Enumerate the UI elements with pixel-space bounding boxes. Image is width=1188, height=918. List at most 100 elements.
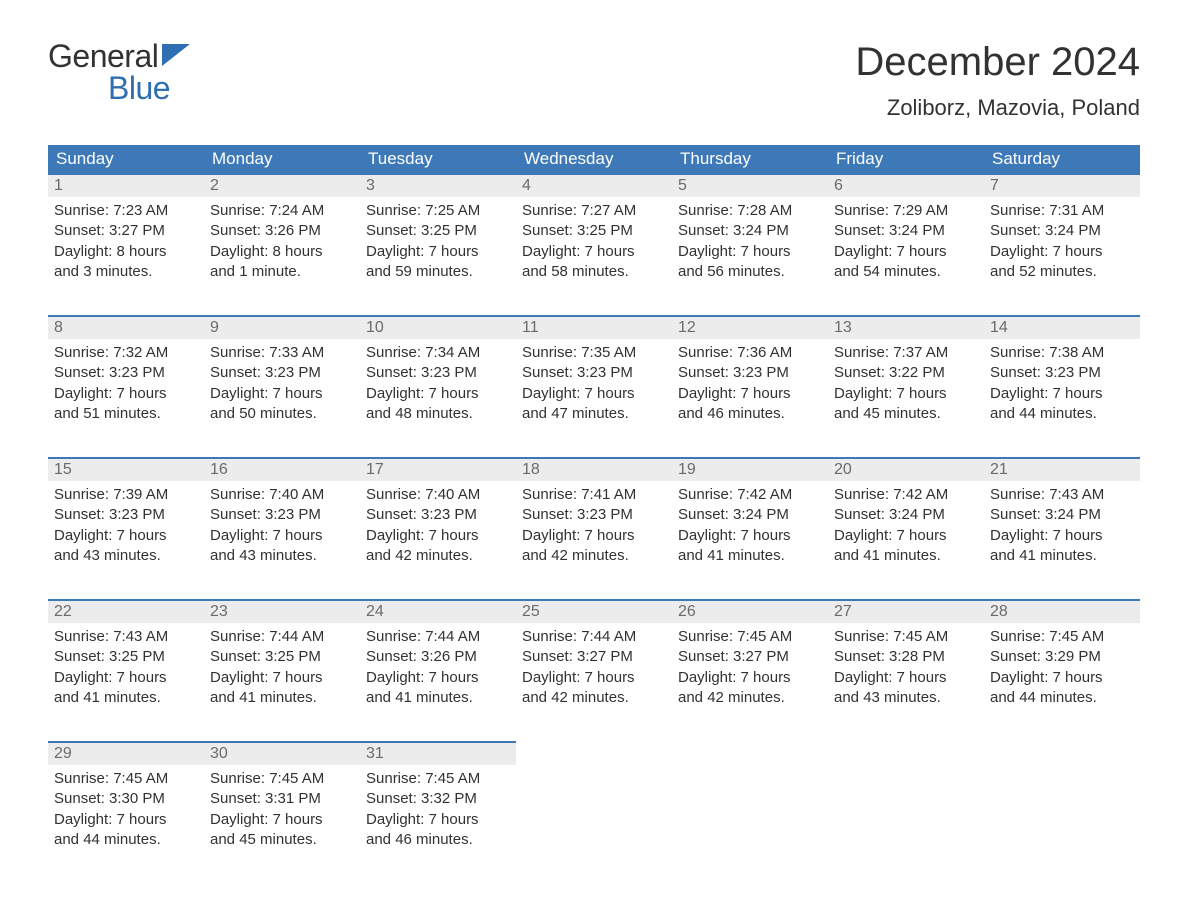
sunset-text: Sunset: 3:25 PM <box>522 221 666 241</box>
sunset-text: Sunset: 3:24 PM <box>834 505 978 525</box>
calendar-content-row: Sunrise: 7:39 AMSunset: 3:23 PMDaylight:… <box>48 481 1140 572</box>
daylight-text-line1: Daylight: 7 hours <box>54 526 198 546</box>
daylight-text-line2: and 1 minute. <box>210 262 354 282</box>
calendar-day-number: 29 <box>48 742 204 765</box>
sunrise-text: Sunrise: 7:43 AM <box>990 485 1134 505</box>
sunset-text: Sunset: 3:24 PM <box>990 505 1134 525</box>
daylight-text-line2: and 3 minutes. <box>54 262 198 282</box>
sunrise-text: Sunrise: 7:41 AM <box>522 485 666 505</box>
sunrise-text: Sunrise: 7:29 AM <box>834 201 978 221</box>
daylight-text-line2: and 43 minutes. <box>834 688 978 708</box>
sunrise-text: Sunrise: 7:24 AM <box>210 201 354 221</box>
calendar-day-header: Thursday <box>672 145 828 174</box>
sunset-text: Sunset: 3:23 PM <box>366 505 510 525</box>
daylight-text-line1: Daylight: 7 hours <box>834 384 978 404</box>
sunset-text: Sunset: 3:23 PM <box>522 505 666 525</box>
calendar-day-cell: Sunrise: 7:36 AMSunset: 3:23 PMDaylight:… <box>672 339 828 430</box>
calendar-content-row: Sunrise: 7:23 AMSunset: 3:27 PMDaylight:… <box>48 197 1140 288</box>
daylight-text-line2: and 41 minutes. <box>366 688 510 708</box>
daylight-text-line1: Daylight: 7 hours <box>834 526 978 546</box>
sunset-text: Sunset: 3:23 PM <box>522 363 666 383</box>
daylight-text-line1: Daylight: 8 hours <box>54 242 198 262</box>
calendar-day-number: 30 <box>204 742 360 765</box>
daylight-text-line2: and 42 minutes. <box>678 688 822 708</box>
calendar-day-number: 22 <box>48 600 204 623</box>
sunrise-text: Sunrise: 7:45 AM <box>834 627 978 647</box>
calendar-day-cell: Sunrise: 7:42 AMSunset: 3:24 PMDaylight:… <box>672 481 828 572</box>
calendar-day-number: 18 <box>516 458 672 481</box>
sunrise-text: Sunrise: 7:42 AM <box>678 485 822 505</box>
title-block: December 2024 Zoliborz, Mazovia, Poland <box>855 40 1140 121</box>
sunrise-text: Sunrise: 7:45 AM <box>366 769 510 789</box>
sunrise-text: Sunrise: 7:40 AM <box>210 485 354 505</box>
daylight-text-line2: and 51 minutes. <box>54 404 198 424</box>
sunrise-text: Sunrise: 7:35 AM <box>522 343 666 363</box>
calendar-day-number: 7 <box>984 174 1140 197</box>
daylight-text-line1: Daylight: 7 hours <box>678 242 822 262</box>
sunrise-text: Sunrise: 7:23 AM <box>54 201 198 221</box>
daylight-text-line1: Daylight: 7 hours <box>366 810 510 830</box>
logo-triangle-icon <box>162 44 190 66</box>
daylight-text-line1: Daylight: 7 hours <box>522 526 666 546</box>
calendar-day-number: 13 <box>828 316 984 339</box>
sunrise-text: Sunrise: 7:38 AM <box>990 343 1134 363</box>
daylight-text-line2: and 52 minutes. <box>990 262 1134 282</box>
daylight-text-line2: and 59 minutes. <box>366 262 510 282</box>
daylight-text-line1: Daylight: 7 hours <box>678 668 822 688</box>
calendar-day-cell: Sunrise: 7:44 AMSunset: 3:26 PMDaylight:… <box>360 623 516 714</box>
calendar-content-row: Sunrise: 7:32 AMSunset: 3:23 PMDaylight:… <box>48 339 1140 430</box>
calendar-day-cell: Sunrise: 7:40 AMSunset: 3:23 PMDaylight:… <box>360 481 516 572</box>
calendar-day-cell: Sunrise: 7:45 AMSunset: 3:31 PMDaylight:… <box>204 765 360 856</box>
calendar-day-cell: Sunrise: 7:45 AMSunset: 3:28 PMDaylight:… <box>828 623 984 714</box>
sunrise-text: Sunrise: 7:36 AM <box>678 343 822 363</box>
sunrise-text: Sunrise: 7:44 AM <box>366 627 510 647</box>
daylight-text-line1: Daylight: 7 hours <box>54 810 198 830</box>
calendar-day-cell: Sunrise: 7:45 AMSunset: 3:30 PMDaylight:… <box>48 765 204 856</box>
calendar-day-number: 25 <box>516 600 672 623</box>
daylight-text-line2: and 50 minutes. <box>210 404 354 424</box>
calendar-day-cell: Sunrise: 7:35 AMSunset: 3:23 PMDaylight:… <box>516 339 672 430</box>
page-title: December 2024 <box>855 40 1140 85</box>
calendar-day-number: 8 <box>48 316 204 339</box>
daylight-text-line2: and 45 minutes. <box>210 830 354 850</box>
daylight-text-line2: and 41 minutes. <box>678 546 822 566</box>
daylight-text-line2: and 41 minutes. <box>834 546 978 566</box>
sunset-text: Sunset: 3:26 PM <box>366 647 510 667</box>
calendar-day-cell: Sunrise: 7:44 AMSunset: 3:25 PMDaylight:… <box>204 623 360 714</box>
sunset-text: Sunset: 3:25 PM <box>54 647 198 667</box>
daylight-text-line1: Daylight: 7 hours <box>990 526 1134 546</box>
sunrise-text: Sunrise: 7:44 AM <box>210 627 354 647</box>
daylight-text-line2: and 41 minutes. <box>54 688 198 708</box>
calendar-day-cell: Sunrise: 7:37 AMSunset: 3:22 PMDaylight:… <box>828 339 984 430</box>
week-spacer <box>48 430 1140 458</box>
sunset-text: Sunset: 3:23 PM <box>678 363 822 383</box>
sunset-text: Sunset: 3:27 PM <box>54 221 198 241</box>
calendar-day-number: 21 <box>984 458 1140 481</box>
calendar-day-cell: Sunrise: 7:29 AMSunset: 3:24 PMDaylight:… <box>828 197 984 288</box>
calendar-day-number: 3 <box>360 174 516 197</box>
calendar-day-number: 14 <box>984 316 1140 339</box>
calendar-day-header: Wednesday <box>516 145 672 174</box>
daylight-text-line1: Daylight: 7 hours <box>54 668 198 688</box>
sunrise-text: Sunrise: 7:45 AM <box>678 627 822 647</box>
calendar-day-cell: Sunrise: 7:24 AMSunset: 3:26 PMDaylight:… <box>204 197 360 288</box>
daylight-text-line1: Daylight: 7 hours <box>366 242 510 262</box>
daylight-text-line1: Daylight: 7 hours <box>366 384 510 404</box>
daylight-text-line2: and 42 minutes. <box>522 688 666 708</box>
daylight-text-line1: Daylight: 7 hours <box>522 384 666 404</box>
calendar-day-number: 2 <box>204 174 360 197</box>
calendar-day-cell <box>984 765 1140 856</box>
daylight-text-line1: Daylight: 7 hours <box>678 384 822 404</box>
daylight-text-line1: Daylight: 7 hours <box>522 242 666 262</box>
calendar-day-number: 24 <box>360 600 516 623</box>
sunset-text: Sunset: 3:23 PM <box>990 363 1134 383</box>
calendar-day-cell: Sunrise: 7:45 AMSunset: 3:27 PMDaylight:… <box>672 623 828 714</box>
calendar-daynum-row: 22232425262728 <box>48 600 1140 623</box>
calendar-day-number: 20 <box>828 458 984 481</box>
calendar-day-cell: Sunrise: 7:43 AMSunset: 3:25 PMDaylight:… <box>48 623 204 714</box>
daylight-text-line2: and 44 minutes. <box>990 404 1134 424</box>
daylight-text-line1: Daylight: 7 hours <box>990 384 1134 404</box>
daylight-text-line2: and 56 minutes. <box>678 262 822 282</box>
sunset-text: Sunset: 3:27 PM <box>522 647 666 667</box>
page-subtitle: Zoliborz, Mazovia, Poland <box>855 95 1140 121</box>
